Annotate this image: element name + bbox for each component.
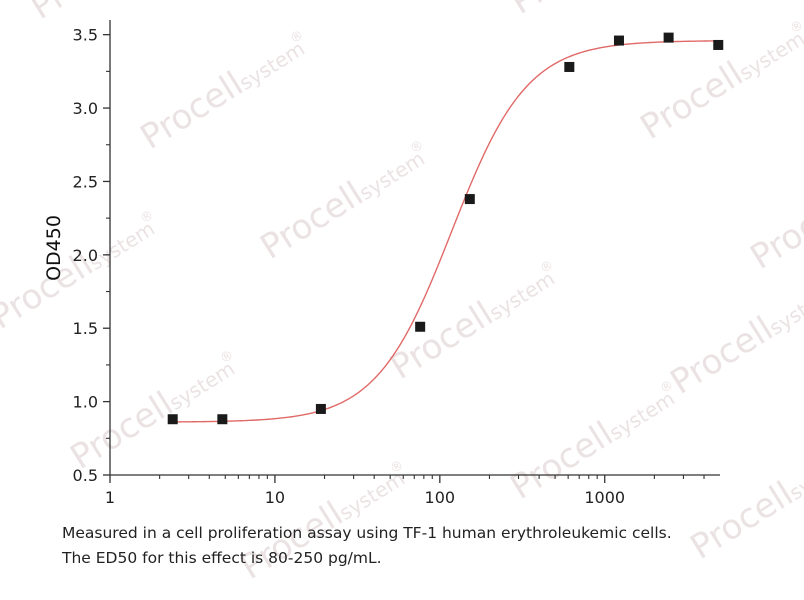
data-point (315, 403, 326, 414)
fit-curve-line (172, 40, 719, 423)
y-tick-label: 2.0 (73, 246, 98, 265)
watermark-brand: Procell (134, 64, 251, 158)
data-point (564, 61, 575, 72)
x-tick-label: 1 (105, 488, 115, 507)
data-points (167, 32, 724, 425)
x-tick-label: 10 (265, 488, 285, 507)
axes (109, 20, 720, 476)
x-ticks: 1 10 100 1000 (105, 475, 705, 507)
data-point (167, 414, 178, 425)
caption-line-2: The ED50 for this effect is 80-250 pg/mL… (62, 549, 382, 567)
y-ticks: 0.5 1.0 1.5 2.0 2.5 3.0 3.5 (73, 26, 110, 485)
watermark-brand: Procell (634, 54, 751, 148)
watermark-brand: Procell (384, 294, 501, 388)
data-point (217, 414, 228, 425)
y-tick-label: 1.0 (73, 393, 98, 412)
y-tick-label: 3.0 (73, 99, 98, 118)
watermark-brand: Procell (744, 184, 804, 278)
y-tick-label: 3.5 (73, 26, 98, 45)
x-tick-label: 100 (425, 488, 456, 507)
x-tick-label: 1000 (584, 488, 625, 507)
y-axis-title: OD450 (43, 215, 65, 281)
y-tick-label: 0.5 (73, 466, 98, 485)
data-point (663, 32, 674, 43)
caption-line-1: Measured in a cell proliferation assay u… (62, 524, 672, 542)
data-point (464, 194, 475, 205)
watermark-brand: Procell (254, 174, 371, 268)
data-point (713, 39, 724, 50)
y-tick-label: 2.5 (73, 172, 98, 191)
data-point (415, 321, 426, 332)
watermark-brand: Procell (24, 0, 141, 28)
watermark-brand: Procell (504, 0, 621, 23)
caption: Measured in a cell proliferation assay u… (62, 521, 802, 571)
y-tick-label: 1.5 (73, 319, 98, 338)
watermark-brand: Procell (664, 309, 781, 403)
data-point (613, 35, 624, 46)
watermark-mark: ® (788, 18, 804, 38)
